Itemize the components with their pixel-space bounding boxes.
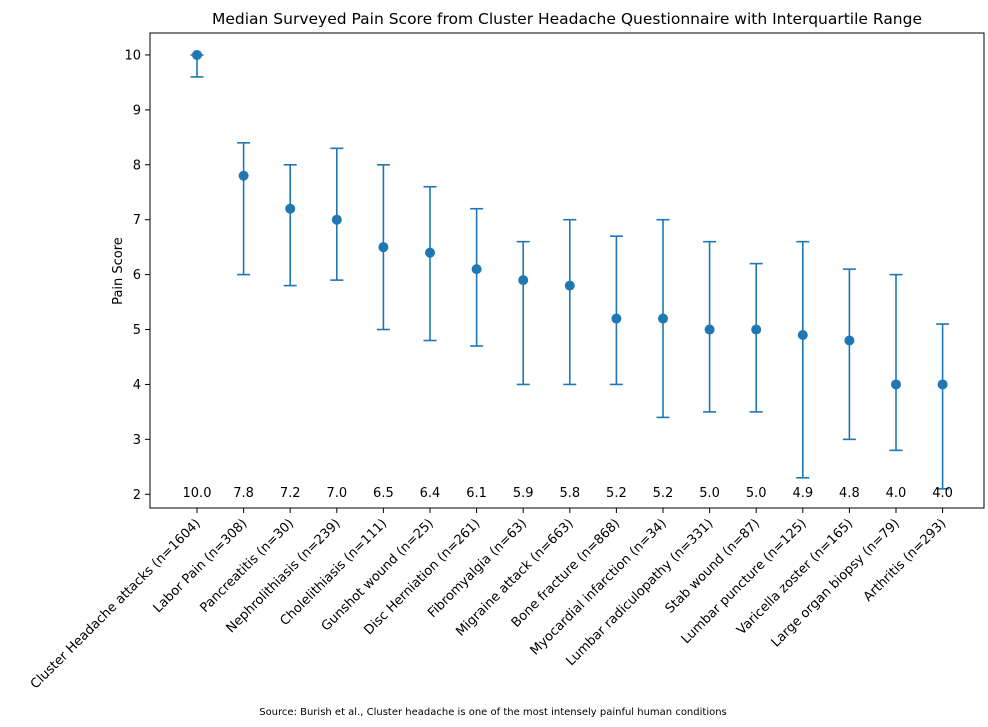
median-value-label: 4.9 [792,486,813,501]
series-marks [190,49,950,490]
median-value-label: 6.1 [466,486,487,501]
median-value-label: 7.2 [280,486,301,501]
median-point [704,324,715,335]
median-value-label: 7.0 [326,486,347,501]
median-point [471,264,482,275]
median-point [891,379,901,390]
median-value-label: 6.5 [373,486,394,501]
median-value-label: 5.2 [606,486,627,501]
data-labels: 10.0 7.8 7.2 7.0 6.5 6.4 6.1 5.9 5.8 5.2 5.2 5.0 5.0… [183,486,953,501]
median-point [611,313,622,324]
y-tick-label: 5 [133,323,141,338]
median-value-label: 6.4 [420,486,441,501]
x-tick-label: Arthritis (n=293) [861,516,950,605]
median-point [238,170,249,181]
median-value-label: 4.8 [839,486,860,501]
median-point [751,324,762,335]
median-point [425,247,435,258]
median-value-label: 5.8 [559,486,580,501]
y-tick-label: 7 [133,213,141,228]
y-tick-label: 2 [133,488,141,503]
y-axis-label: Pain Score [111,237,126,305]
median-point [797,330,808,341]
chart-title: Median Surveyed Pain Score from Cluster … [212,10,922,28]
y-tick-label: 6 [133,268,141,283]
median-value-label: 5.9 [513,486,534,501]
x-tick-label: Cluster Headache attacks (n=1604) [28,516,204,692]
median-value-label: 7.8 [233,486,254,501]
y-tick-label: 3 [133,433,141,448]
median-point [331,214,342,225]
median-value-label: 5.0 [699,486,720,501]
median-point [937,379,948,390]
median-value-label: 4.0 [886,486,907,501]
median-point [518,275,529,286]
y-tick-label: 4 [133,378,141,393]
y-tick-label: 10 [124,48,141,63]
median-point [378,242,389,253]
y-tick-label: 9 [133,103,141,118]
median-point [285,203,296,214]
median-value-label: 5.2 [653,486,674,501]
median-value-label: 5.0 [746,486,767,501]
plot-frame [149,32,985,509]
median-point [844,335,855,346]
x-axis: Cluster Headache attacks (n=1604)Labor P… [28,508,950,692]
median-point [192,49,202,60]
median-point [658,313,668,324]
source-note: Source: Burish et al., Cluster headache … [259,707,727,718]
y-axis: 2 3 4 5 6 7 8 9 10 [124,48,150,503]
median-value-label: 4.0 [932,486,953,501]
median-value-label: 10.0 [183,486,212,501]
median-point [564,280,575,291]
y-tick-label: 8 [133,158,141,173]
